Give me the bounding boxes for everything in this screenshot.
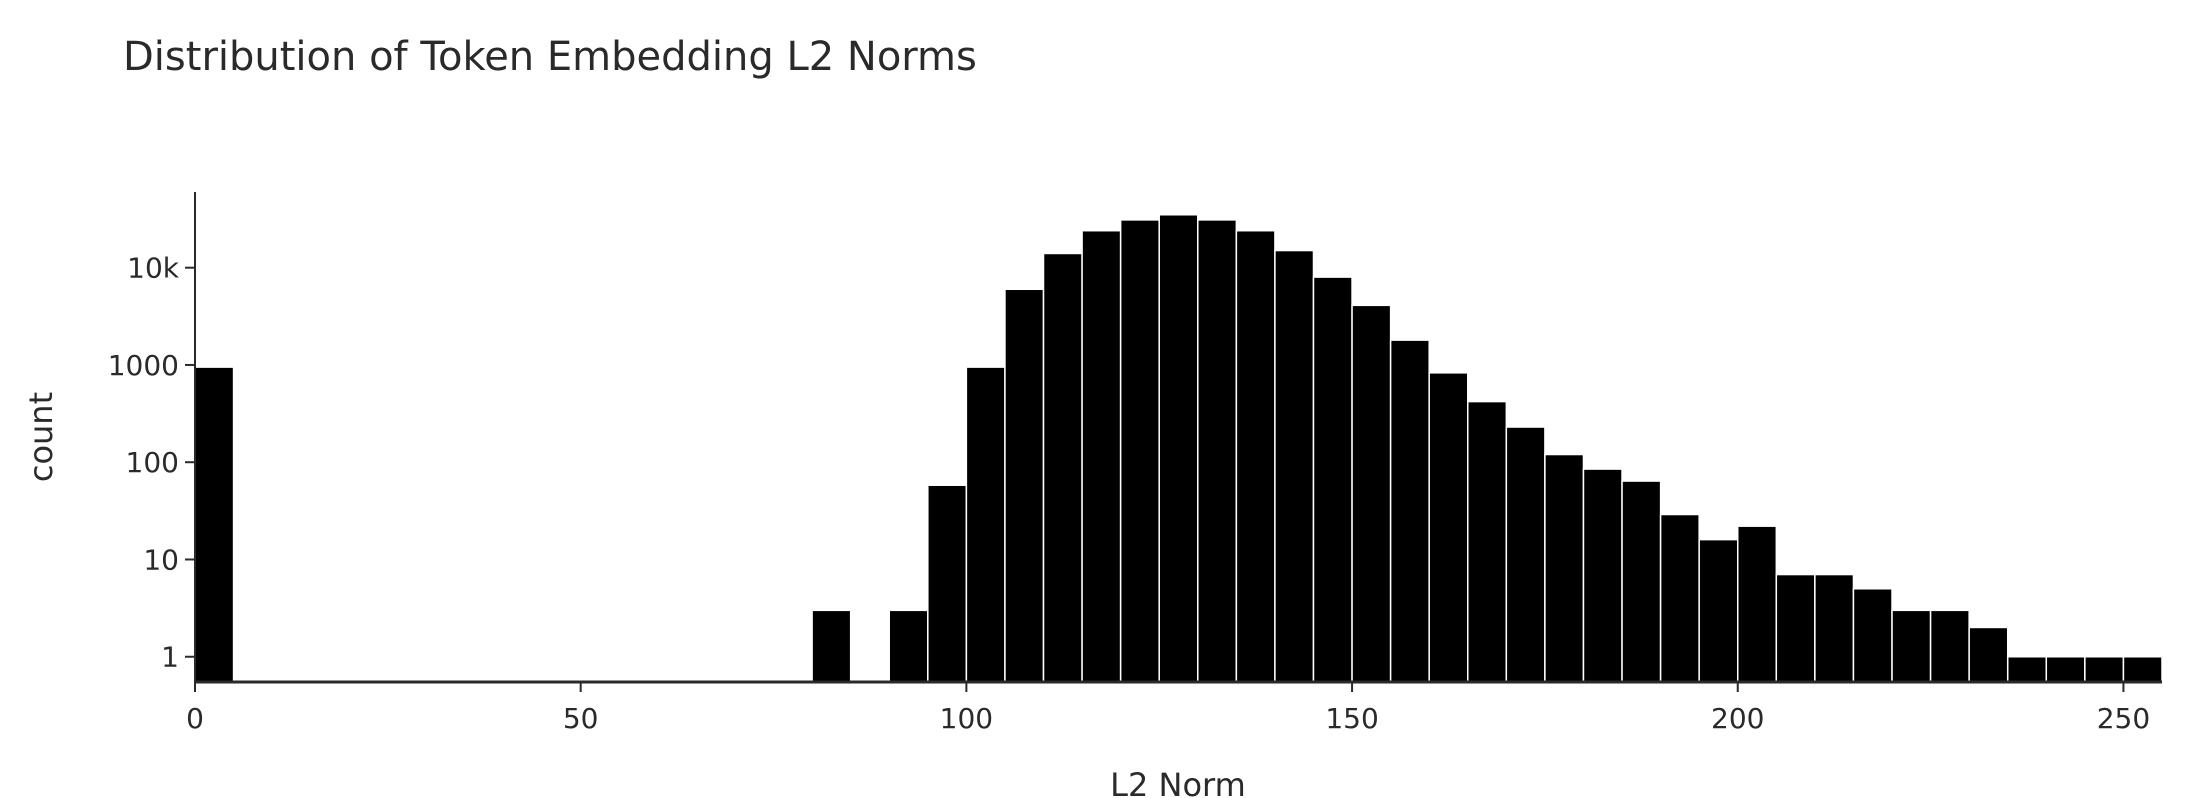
chart-title: Distribution of Token Embedding L2 Norms bbox=[123, 34, 977, 80]
histogram-bar bbox=[1775, 573, 1816, 683]
histogram-bar bbox=[1428, 372, 1469, 683]
histogram-bar bbox=[1621, 480, 1662, 683]
y-tick-label: 10k bbox=[127, 252, 180, 285]
histogram-bar bbox=[1736, 525, 1778, 683]
histogram-bar bbox=[1389, 339, 1430, 683]
histogram-bar bbox=[1235, 229, 1276, 683]
y-tick-label: 1 bbox=[161, 641, 179, 674]
y-tick-label: 1000 bbox=[108, 349, 179, 382]
histogram-bar bbox=[2122, 655, 2163, 683]
histogram-bar bbox=[1158, 214, 1199, 683]
x-tick-label: 50 bbox=[563, 702, 599, 735]
histogram-bar bbox=[1351, 304, 1392, 683]
histogram-bar bbox=[1968, 626, 2009, 683]
histogram-bar bbox=[1891, 609, 1932, 683]
histogram-bar bbox=[1004, 288, 1045, 683]
histogram-bar bbox=[1659, 513, 1700, 683]
histogram-bar bbox=[1814, 573, 1855, 683]
histogram-bar bbox=[1505, 426, 1546, 683]
x-tick-label: 250 bbox=[2097, 702, 2150, 735]
x-axis-title: L2 Norm bbox=[1110, 766, 1246, 798]
histogram-bar bbox=[194, 366, 235, 683]
histogram-bar bbox=[2045, 655, 2086, 683]
histogram-bar bbox=[811, 609, 852, 683]
histogram-bar bbox=[2006, 655, 2048, 683]
histogram-bar bbox=[1852, 588, 1893, 683]
histogram-bar bbox=[1312, 276, 1353, 683]
x-tick-label: 0 bbox=[186, 702, 204, 735]
x-tick-label: 150 bbox=[1325, 702, 1378, 735]
histogram-bar bbox=[927, 484, 968, 683]
histogram-bar bbox=[1042, 252, 1083, 683]
histogram-bars bbox=[194, 214, 2163, 683]
x-tick-label: 100 bbox=[940, 702, 993, 735]
histogram-bar bbox=[1081, 229, 1122, 683]
histogram-bar bbox=[1582, 468, 1623, 683]
histogram-bar bbox=[1467, 400, 1508, 683]
histogram-bar bbox=[1698, 538, 1739, 683]
y-axis-title: count bbox=[22, 392, 60, 482]
y-axis-ticks: 1 10 100 1000 10k bbox=[108, 252, 195, 674]
histogram-bar bbox=[1274, 249, 1315, 683]
x-tick-label: 200 bbox=[1711, 702, 1764, 735]
histogram-bar bbox=[888, 609, 929, 683]
histogram-bar bbox=[1929, 609, 1970, 683]
histogram-bar bbox=[965, 366, 1006, 683]
histogram-bar bbox=[1544, 453, 1585, 683]
y-tick-label: 10 bbox=[143, 543, 179, 576]
histogram-bar bbox=[1197, 219, 1238, 683]
histogram-bar bbox=[2084, 655, 2125, 683]
histogram-bar bbox=[1119, 219, 1160, 683]
x-axis-ticks: 0 50 100 150 200 250 bbox=[186, 682, 2150, 735]
y-tick-label: 100 bbox=[126, 446, 179, 479]
